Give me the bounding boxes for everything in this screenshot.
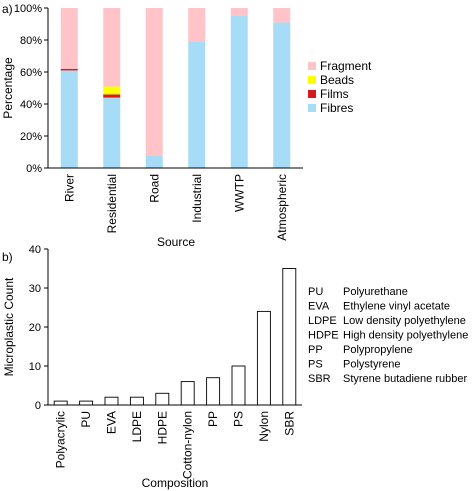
x-tick-label: Atmospheric xyxy=(275,174,289,241)
stacked-bar-segment xyxy=(273,8,291,23)
legend-swatch xyxy=(308,62,316,70)
panel-a-label: a) xyxy=(2,2,13,16)
x-tick-label: WWTP xyxy=(232,174,246,212)
abbreviation-definition: Polyurethane xyxy=(343,286,408,298)
composition-bar xyxy=(282,268,297,406)
x-tick-label: Cotton-nylon xyxy=(181,411,195,479)
x-tick-label: PU xyxy=(79,411,93,428)
stacked-bar-segment xyxy=(188,41,206,168)
stacked-bar-segment xyxy=(60,68,78,71)
stacked-bar-segment xyxy=(230,8,248,16)
stacked-bar-segment xyxy=(103,97,121,168)
stacked-bar-segment xyxy=(60,8,78,69)
stacked-bar-segment xyxy=(145,155,163,168)
y-tick-label: 30 xyxy=(29,283,41,295)
x-tick-label: Industrial xyxy=(190,174,204,223)
panel-a-bars xyxy=(60,8,291,169)
abbreviation-definition: High density polyethylene xyxy=(343,330,468,342)
stacked-bar-segment xyxy=(188,8,206,42)
abbreviation-definition: Low density polyethylene xyxy=(343,315,466,327)
panel-b-y-axis-label: Microplastic Count xyxy=(2,277,16,376)
abbreviation-code: PU xyxy=(308,286,323,298)
legend-label: Fibres xyxy=(320,101,353,115)
composition-bar xyxy=(104,396,119,406)
legend-label: Films xyxy=(320,87,349,101)
panel-b-abbreviation-key: PU Polyurethane EVA Ethylene vinyl acetate L… xyxy=(308,286,468,385)
panel-a-x-axis-label: Source xyxy=(157,235,195,249)
abbreviation-code: SBR xyxy=(308,373,331,385)
x-tick-label: LDPE xyxy=(130,411,144,442)
stacked-bar-segment xyxy=(103,86,121,95)
abbreviation-definition: Ethylene vinyl acetate xyxy=(343,301,450,313)
composition-bar xyxy=(256,310,271,406)
x-tick-label: EVA xyxy=(105,411,119,434)
composition-bar xyxy=(129,396,144,406)
x-tick-label: PS xyxy=(232,411,246,427)
panel-a: a) Percentage Source River Residential Roa… xyxy=(1,2,372,249)
y-tick-label: 40% xyxy=(20,99,42,111)
y-tick-label: 0% xyxy=(26,163,42,175)
panel-a-axes: River Residential Road Industrial WWTP Atmosp… xyxy=(14,3,303,241)
legend-label: Fragment xyxy=(320,59,372,73)
panel-b-bars xyxy=(53,268,297,406)
composition-bar xyxy=(155,392,170,406)
abbreviation-code: PP xyxy=(308,344,323,356)
panel-b-x-axis-label: Composition xyxy=(142,476,209,490)
y-tick-label: 20 xyxy=(29,322,41,334)
abbreviation-code: EVA xyxy=(308,301,330,313)
composition-bar xyxy=(53,400,68,406)
stacked-bar-segment xyxy=(273,22,291,169)
composition-bar xyxy=(206,377,221,406)
stacked-bar-segment xyxy=(230,16,248,168)
abbreviation-definition: Polypropylene xyxy=(343,344,413,356)
abbreviation-code: PS xyxy=(308,359,323,371)
x-tick-label: PP xyxy=(206,411,220,427)
abbreviation-code: LDPE xyxy=(308,315,337,327)
abbreviation-definition: Styrene butadiene rubber xyxy=(343,373,467,385)
panel-a-y-axis-label: Percentage xyxy=(1,57,15,119)
abbreviation-code: HDPE xyxy=(308,330,339,342)
y-tick-label: 40 xyxy=(29,244,41,256)
composition-bar xyxy=(180,381,195,406)
x-tick-label: Residential xyxy=(105,174,119,233)
stacked-bar-segment xyxy=(103,94,121,98)
x-tick-label: Road xyxy=(147,174,161,203)
y-tick-label: 20% xyxy=(20,131,42,143)
x-tick-label: HDPE xyxy=(155,411,169,444)
y-tick-label: 80% xyxy=(20,35,42,47)
y-tick-label: 0 xyxy=(35,400,41,412)
legend-swatch xyxy=(308,76,316,84)
panel-b-label: b) xyxy=(2,250,13,264)
abbreviation-definition: Polystyrene xyxy=(343,359,400,371)
x-tick-label: River xyxy=(62,174,76,202)
stacked-bar-segment xyxy=(60,70,78,168)
y-tick-label: 100% xyxy=(14,3,42,15)
stacked-bar-segment xyxy=(145,8,163,156)
composition-bar xyxy=(231,365,246,406)
y-tick-label: 60% xyxy=(20,67,42,79)
x-tick-label: Polyacrylic xyxy=(54,411,68,468)
legend-swatch xyxy=(308,90,316,98)
x-tick-label: Nylon xyxy=(257,411,271,442)
legend-swatch xyxy=(308,104,316,112)
stacked-bar-segment xyxy=(103,8,121,87)
legend-label: Beads xyxy=(320,73,354,87)
panel-b-axes: Polyacrylic PU EVA LDPE HDPE Cotton-nylon PP PS… xyxy=(29,244,302,479)
x-tick-label: SBR xyxy=(282,411,296,436)
panel-b: b) Microplastic Count Composition Polyac… xyxy=(2,244,468,490)
y-tick-label: 10 xyxy=(29,361,41,373)
composition-bar xyxy=(79,400,94,406)
